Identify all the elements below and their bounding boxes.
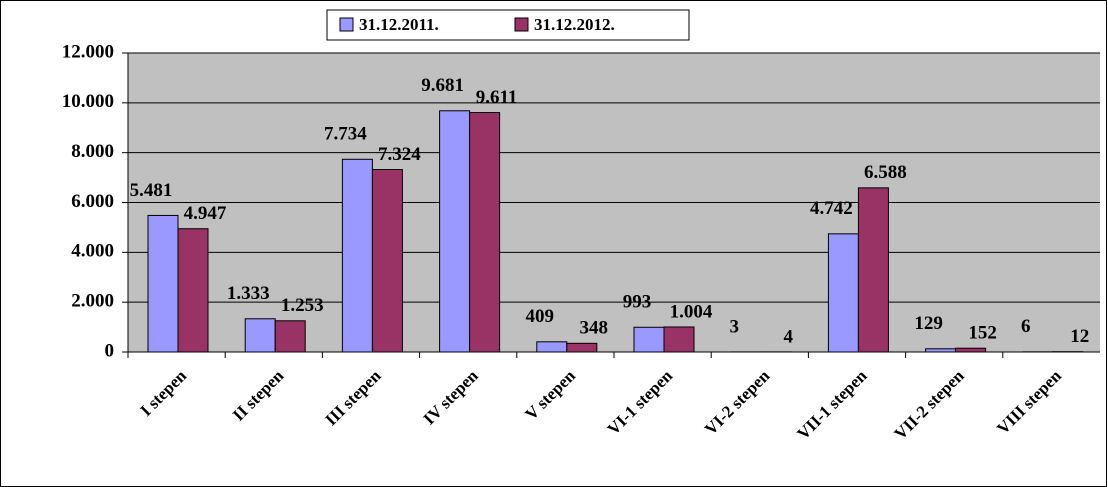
- y-tick-label: 10.000: [62, 91, 114, 112]
- value-label: 1.333: [227, 283, 270, 304]
- bar: [566, 342, 598, 353]
- bar: [274, 320, 306, 353]
- value-label: 12: [1070, 326, 1089, 347]
- bar: [439, 110, 471, 353]
- y-tick-label: 0: [105, 340, 115, 361]
- value-label: 129: [914, 313, 943, 334]
- y-tick-label: 6.000: [71, 191, 114, 212]
- legend-swatch: [339, 17, 354, 32]
- bar: [469, 112, 501, 353]
- value-label: 4.947: [184, 203, 227, 224]
- value-label: 6: [1021, 316, 1031, 337]
- bar: [244, 318, 276, 353]
- legend-label: 31.12.2011.: [359, 15, 439, 34]
- value-label: 3: [729, 316, 739, 337]
- value-label: 5.481: [130, 180, 173, 201]
- legend-swatch: [514, 17, 529, 32]
- bar: [633, 326, 665, 353]
- bar: [341, 158, 373, 353]
- bar: [827, 233, 859, 353]
- legend-box: [326, 9, 690, 41]
- bar: [857, 187, 889, 353]
- value-label: 7.324: [378, 144, 421, 165]
- bar: [955, 347, 987, 353]
- value-label: 1.004: [670, 301, 713, 322]
- bar: [925, 348, 957, 353]
- bar: [663, 326, 695, 353]
- value-label: 1.253: [281, 295, 324, 316]
- value-label: 9.611: [476, 87, 518, 108]
- y-tick-label: 12.000: [62, 41, 114, 62]
- bar: [371, 169, 403, 353]
- value-label: 409: [526, 306, 555, 327]
- value-label: 9.681: [421, 75, 464, 96]
- value-label: 348: [580, 318, 609, 339]
- y-tick-label: 8.000: [71, 141, 114, 162]
- y-tick-label: 2.000: [71, 291, 114, 312]
- value-label: 4.742: [810, 198, 853, 219]
- value-label: 6.588: [864, 162, 907, 183]
- legend-label: 31.12.2012.: [534, 15, 615, 34]
- y-tick-label: 4.000: [71, 241, 114, 262]
- value-label: 993: [623, 292, 652, 313]
- bar: [177, 228, 209, 353]
- bar: [536, 341, 568, 353]
- value-label: 7.734: [324, 124, 367, 145]
- value-label: 4: [783, 326, 793, 347]
- bar: [147, 214, 179, 353]
- value-label: 152: [968, 323, 997, 344]
